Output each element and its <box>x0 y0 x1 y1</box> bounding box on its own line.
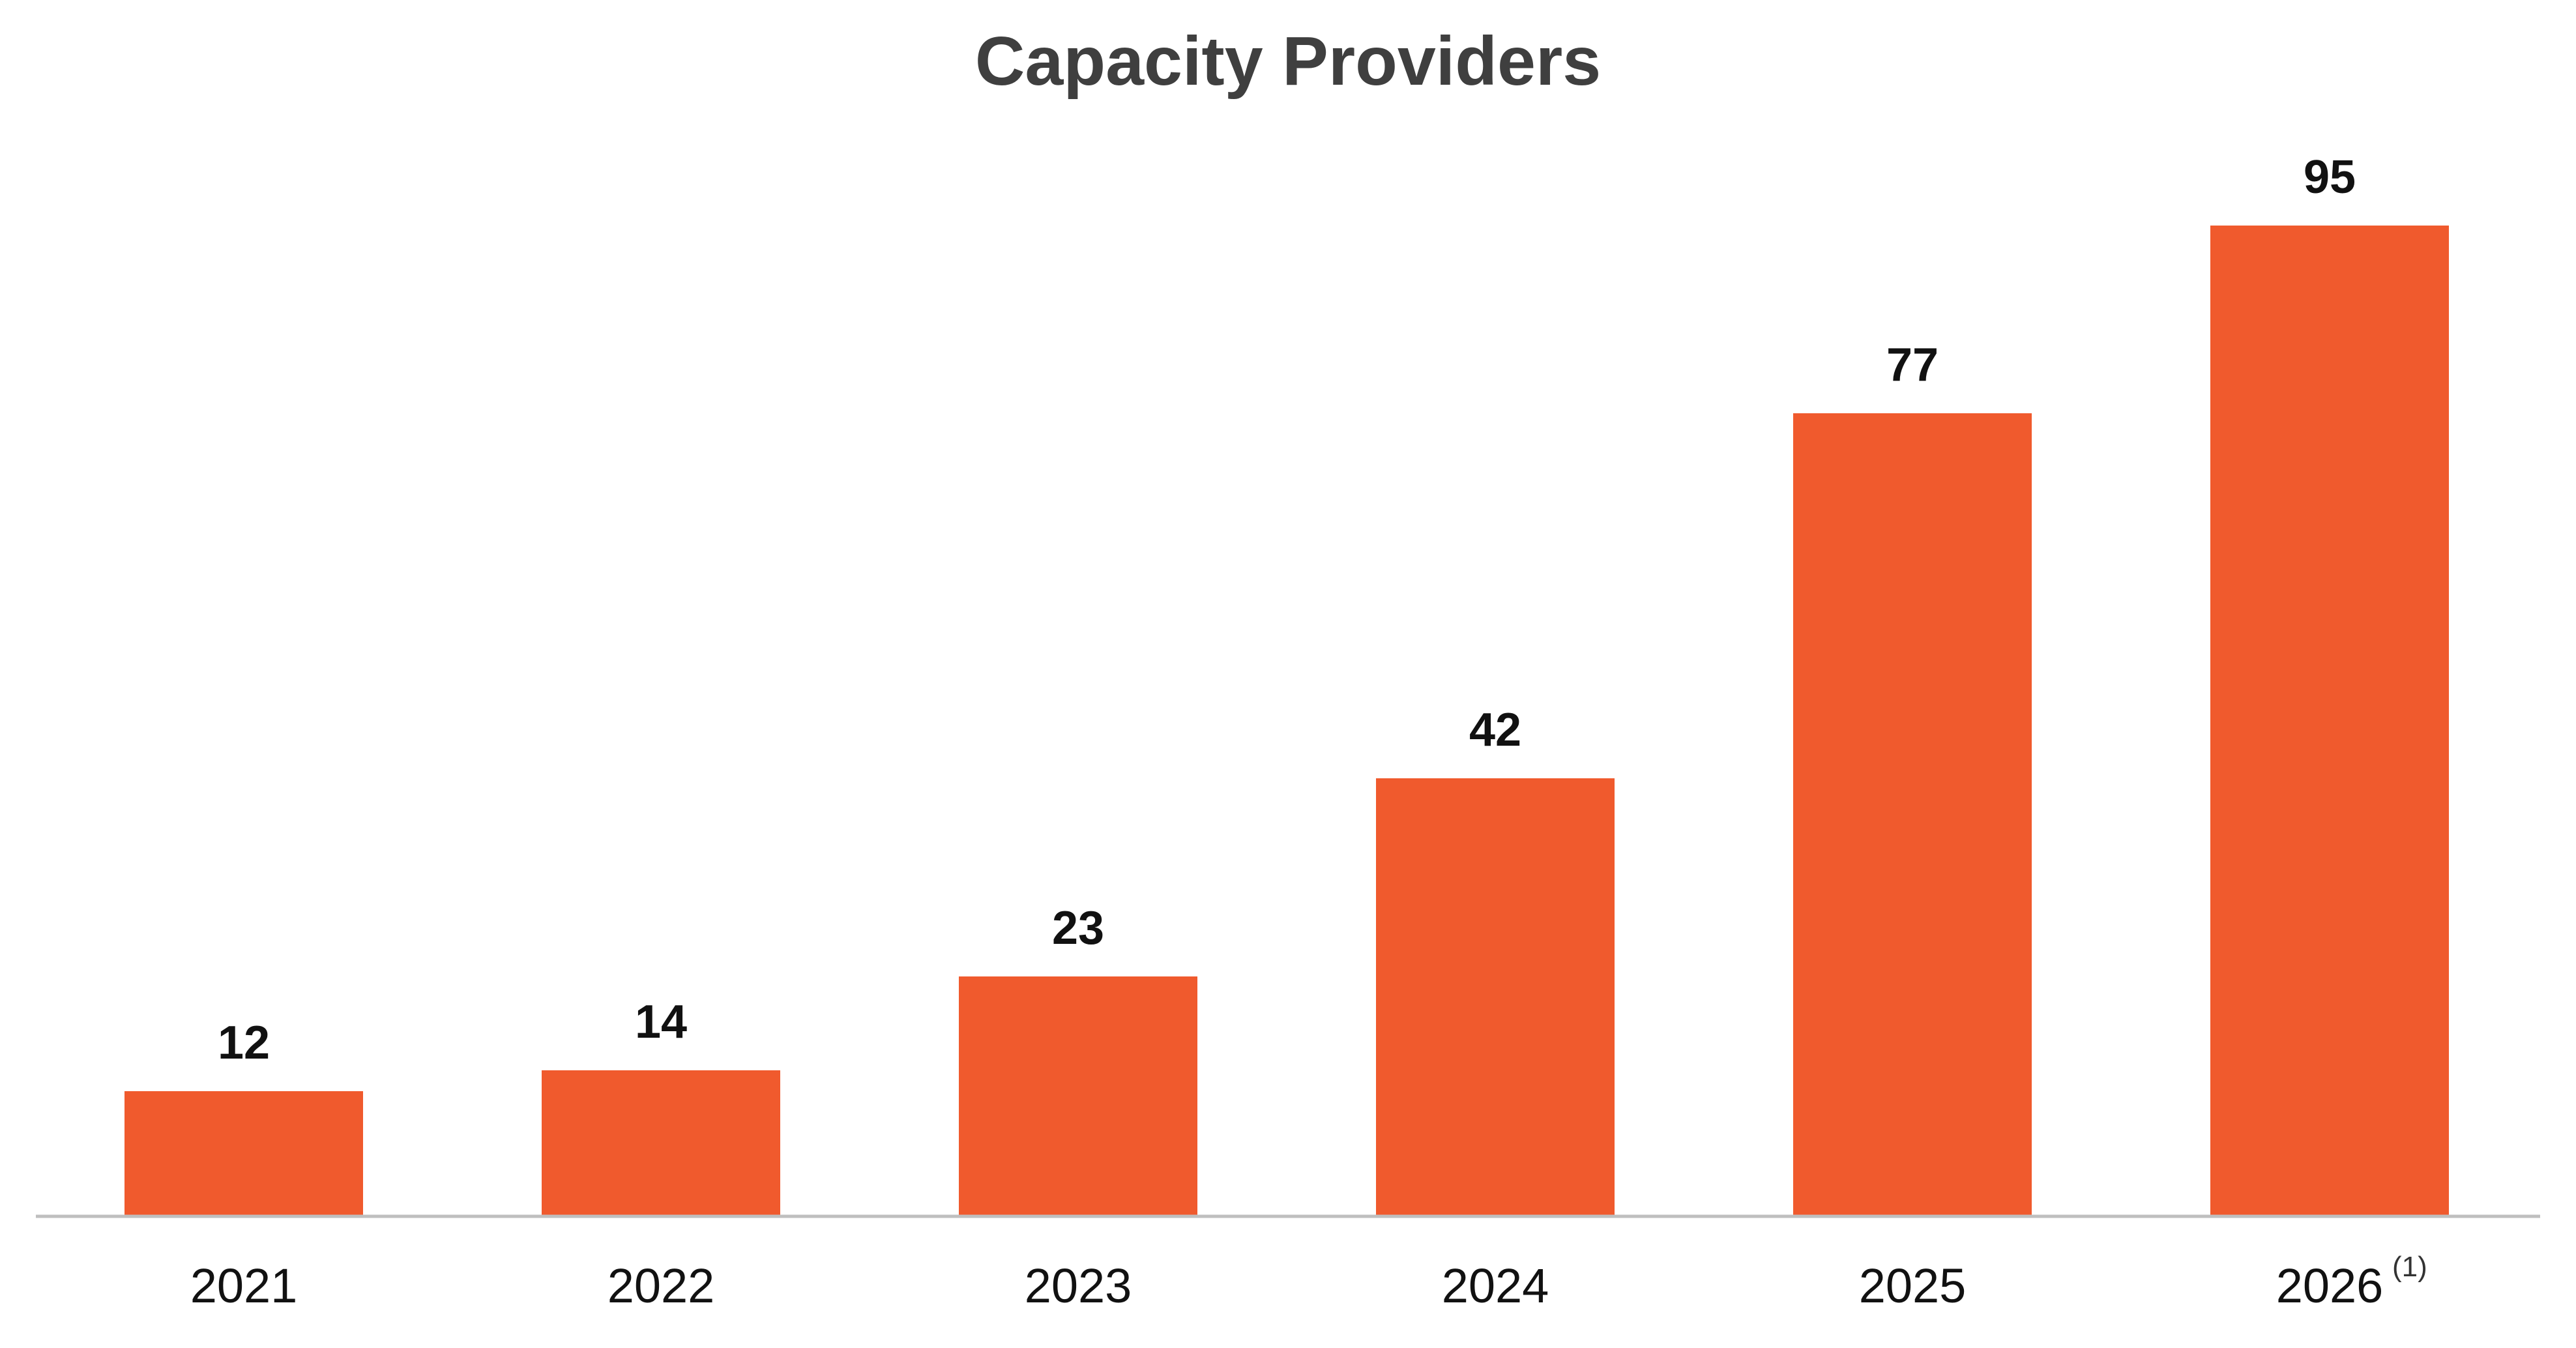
bar-2023 <box>959 976 1197 1216</box>
x-tick-label-2023: 2023 <box>1025 1259 1132 1313</box>
value-label-2026: 95 <box>2304 151 2356 203</box>
x-tick-label-2022: 2022 <box>607 1259 715 1313</box>
value-label-2022: 14 <box>635 996 687 1048</box>
x-axis-ticks: 2021 2022 2023 2024 2025 2026 (1) <box>190 1251 2427 1313</box>
bar-2024 <box>1376 778 1615 1216</box>
x-tick-label-2021: 2021 <box>190 1259 298 1313</box>
value-label-2025: 77 <box>1886 339 1939 391</box>
bar-2025 <box>1793 413 2032 1216</box>
bar-2026 <box>2210 226 2449 1216</box>
value-label-2021: 12 <box>218 1017 270 1069</box>
bar-2021 <box>124 1091 363 1216</box>
chart-title: Capacity Providers <box>975 23 1601 100</box>
x-tick-label-2024: 2024 <box>1442 1259 1549 1313</box>
footnote-marker-2026: (1) <box>2392 1251 2427 1283</box>
bar-2022 <box>542 1070 780 1216</box>
x-tick-label-2026: 2026 <box>2276 1259 2384 1313</box>
bars-layer <box>124 226 2449 1216</box>
x-tick-label-2025: 2025 <box>1859 1259 1967 1313</box>
value-labels-layer: 12 14 23 42 77 95 <box>218 151 2356 1069</box>
value-label-2024: 42 <box>1469 704 1521 756</box>
value-label-2023: 23 <box>1052 902 1104 954</box>
